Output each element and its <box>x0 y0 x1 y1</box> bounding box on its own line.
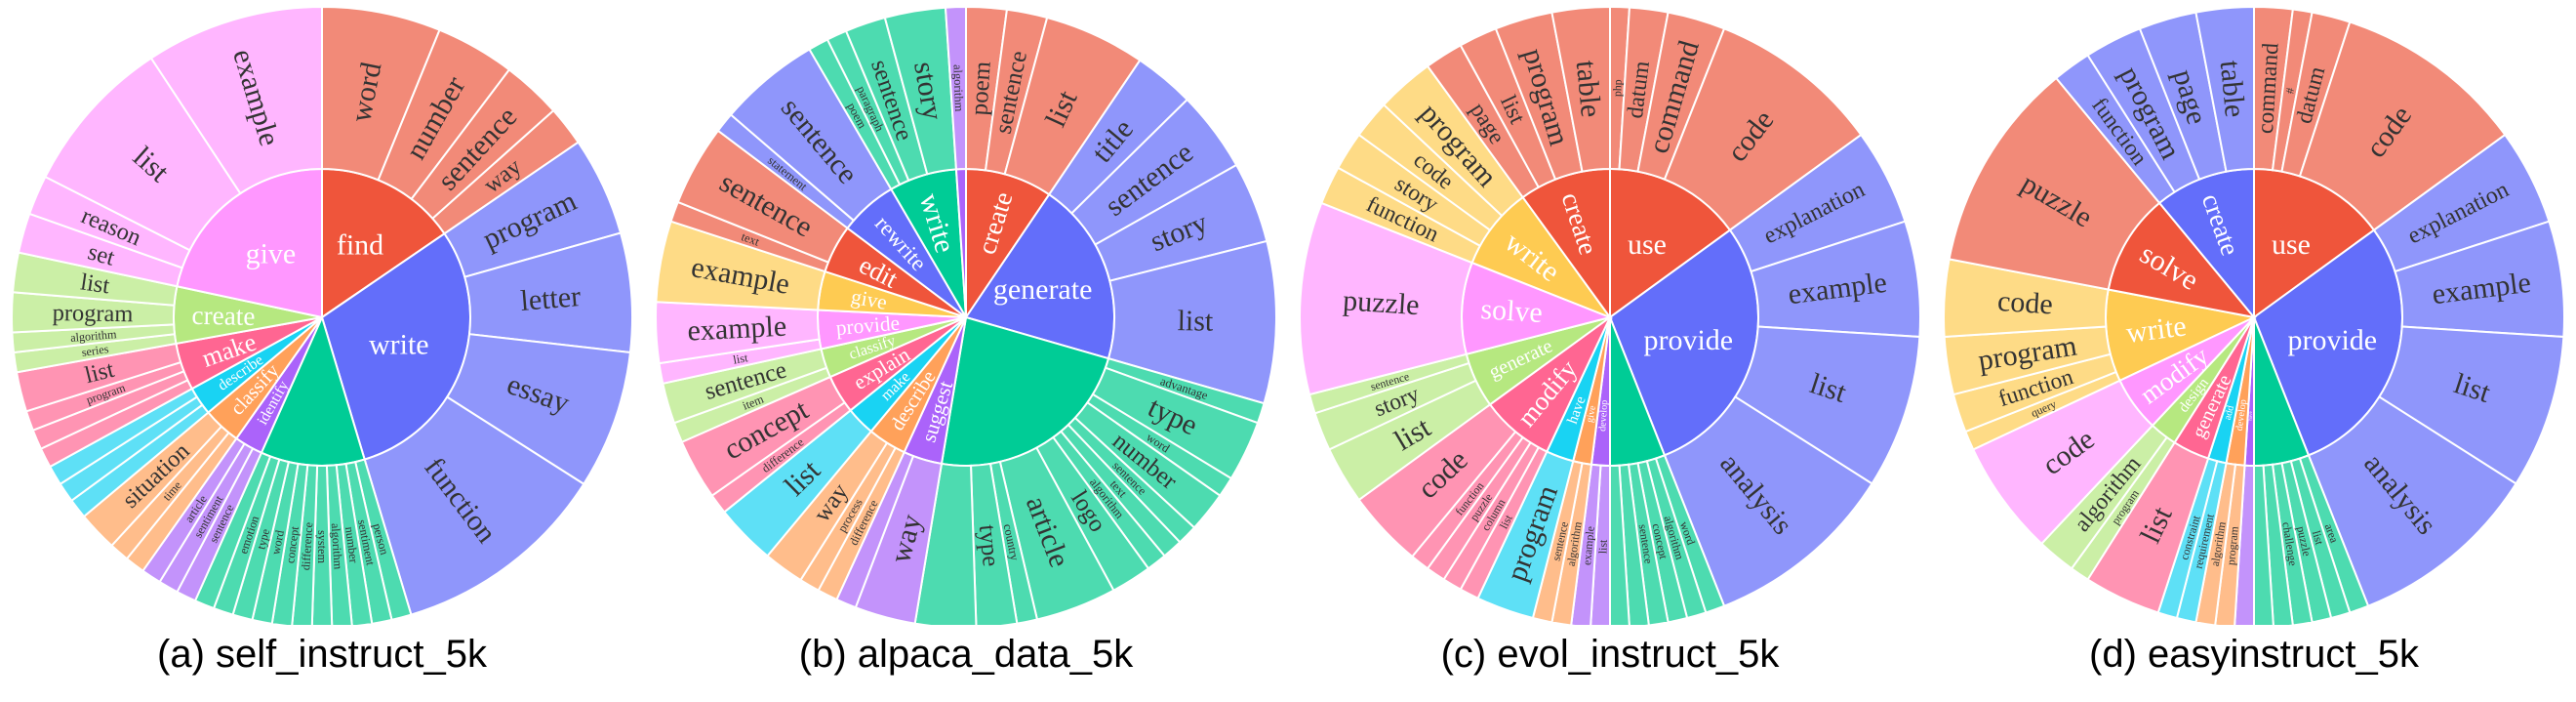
inner-label-develop: develop <box>2234 399 2249 432</box>
outer-label-command: command <box>2253 42 2284 135</box>
outer-slice-table <box>2194 5 2255 173</box>
inner-label-use: use <box>2272 228 2311 261</box>
outer-label-example: example <box>687 310 787 348</box>
panel-a: find word number sentence way write program let… <box>0 0 644 702</box>
inner-label-have: have <box>2248 410 2254 421</box>
outer-slice-algorithm <box>944 5 967 171</box>
inner-label-create: create <box>191 301 255 331</box>
caption-d: (d) easyinstruct_5k <box>2089 633 2419 676</box>
outer-slice-function <box>363 395 585 616</box>
outer-label-example: example <box>1580 525 1597 565</box>
outer-label-table: table <box>2214 59 2251 118</box>
inner-label-write: write <box>369 328 429 360</box>
outer-label-list: list <box>79 268 112 299</box>
outer-label-puzzle: puzzle <box>1342 284 1420 321</box>
inner-label-generate: generate <box>993 273 1093 306</box>
outer-label-code: code <box>1996 285 2054 320</box>
outer-label-program: program <box>2224 525 2241 565</box>
outer-label-concept: concept <box>283 525 302 564</box>
inner-label-write: write <box>2124 310 2188 349</box>
panel-c: use php datum command code provide explanation… <box>1288 0 1932 702</box>
outer-label-number: number <box>342 526 361 564</box>
outer-label-puzzle: puzzle <box>2294 525 2314 557</box>
outer-label-challenge: challenge <box>2279 521 2300 567</box>
sunburst-chart-d: usecommand#datumcodeprovideexplanationex… <box>1943 5 2565 630</box>
outer-label-difference: difference <box>299 522 315 571</box>
outer-label-algorithm: algorithm <box>329 522 345 570</box>
outer-label-table: table <box>1570 59 1607 118</box>
inner-label-provide: provide <box>835 311 901 340</box>
outer-label-series: series <box>81 342 110 359</box>
outer-label-php: php <box>1610 79 1625 97</box>
outer-label-word: word <box>268 529 287 556</box>
outer-label-list: list <box>2310 529 2327 547</box>
outer-label-type: type <box>254 527 272 551</box>
panel-b: create poem sentence list generate title sente… <box>644 0 1288 702</box>
outer-label-type: type <box>974 523 1004 567</box>
inner-label-provide: provide <box>2287 324 2377 356</box>
inner-label-give: give <box>1585 404 1598 424</box>
inner-label-solve: solve <box>1480 293 1544 329</box>
outer-label-system: system <box>315 530 329 563</box>
outer-label-algorithm: algorithm <box>950 64 966 112</box>
outer-label-poem: poem <box>966 61 996 116</box>
panel-d: use command # datum code provide explanation ex… <box>1932 0 2576 702</box>
inner-label-find: find <box>337 229 383 262</box>
outer-label-#: # <box>2282 87 2297 95</box>
caption-a: (a) self_instruct_5k <box>157 633 487 676</box>
outer-label-letter: letter <box>519 280 582 317</box>
outer-slice-example <box>149 5 323 195</box>
outer-label-list: list <box>732 351 749 367</box>
outer-label-list: list <box>1177 305 1214 338</box>
outer-label-program: program <box>52 300 133 327</box>
inner-label-add: add <box>2223 404 2236 421</box>
inner-label-provide: provide <box>1643 324 1733 356</box>
outer-slice-table <box>1550 5 1611 173</box>
inner-label-develop: develop <box>1597 399 1610 432</box>
outer-label-text: text <box>740 229 762 249</box>
outer-label-sentence: sentence <box>1636 523 1656 564</box>
outer-label-list: list <box>1497 512 1515 531</box>
caption-b: (b) alpaca_data_5k <box>798 633 1134 676</box>
caption-c: (c) evol_instruct_5k <box>1440 633 1780 676</box>
inner-label-give: give <box>246 238 297 270</box>
inner-label-use: use <box>1628 228 1667 261</box>
outer-label-list: list <box>1595 539 1609 555</box>
outer-label-algorithm: algorithm <box>70 327 118 345</box>
outer-label-area: area <box>2322 522 2342 546</box>
